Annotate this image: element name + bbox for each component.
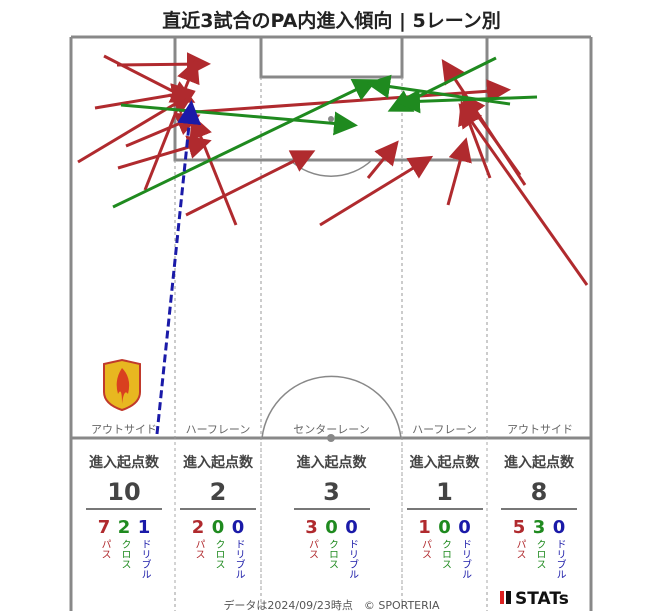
dribble-arrows <box>155 100 202 435</box>
lane-label-left-halfspace: ハーフレーン <box>185 423 251 436</box>
cross-count: 3 <box>532 517 546 538</box>
team-crest-icon <box>103 358 141 412</box>
cross-label: クロス <box>439 539 451 569</box>
stats-column-center: 進入起点数 3 3 パス 0 クロス 0 ドリブル <box>263 452 400 579</box>
dribble-count: 0 <box>552 517 566 538</box>
stats-logo-icon: STATs <box>500 589 569 609</box>
stats-column-right-halfspace: 進入起点数 1 1 パス 0 クロス 0 ドリブル <box>404 452 485 579</box>
stats-total: 1 <box>436 478 453 506</box>
stats-column-left-outside: 進入起点数 10 7 パス 2 クロス 1 ドリブル <box>76 452 172 579</box>
dribble-label: ドリブル <box>346 539 358 579</box>
pass-label: パス <box>419 539 431 559</box>
stats-header: 進入起点数 <box>409 455 480 471</box>
stats-header: 進入起点数 <box>89 455 159 471</box>
dribble-count: 0 <box>231 517 245 538</box>
pass-arrows <box>77 52 589 286</box>
pass-label: パス <box>193 539 204 559</box>
dribble-label: ドリブル <box>233 539 244 579</box>
dribble-label: ドリブル <box>554 539 565 579</box>
pass-label: パス <box>99 539 110 559</box>
stats-header: 進入起点数 <box>504 455 574 471</box>
cross-label: クロス <box>326 539 338 569</box>
dribble-count: 0 <box>458 517 471 538</box>
cross-label: クロス <box>534 539 545 569</box>
cross-label: クロス <box>213 539 224 569</box>
dribble-count: 1 <box>137 517 151 538</box>
page-title: 直近3試合のPA内進入傾向 | 5レーン別 <box>162 10 501 32</box>
stats-column-left-halfspace: 進入起点数 2 2 パス 0 クロス 0 ドリブル <box>177 452 259 579</box>
stats-column-right-outside: 進入起点数 8 5 パス 3 クロス 0 ドリブル <box>491 452 587 579</box>
cross-count: 0 <box>438 517 451 538</box>
footer-credit: データは2024/09/23時点 © SPORTERIA <box>223 599 440 612</box>
cross-arrows <box>112 56 538 209</box>
lane-label-right-outside: アウトサイド <box>507 423 573 436</box>
pass-count: 1 <box>418 517 431 538</box>
stats-total: 3 <box>323 478 340 506</box>
lane-label-left-outside: アウトサイド <box>91 423 157 436</box>
stats-header: 進入起点数 <box>183 455 253 471</box>
brand-label: STATs <box>515 589 569 609</box>
pass-label: パス <box>514 539 525 559</box>
cross-count: 2 <box>117 517 131 538</box>
pass-count: 2 <box>191 517 205 538</box>
dribble-count: 0 <box>345 517 358 538</box>
stats-total: 8 <box>530 478 548 506</box>
pass-count: 5 <box>512 517 526 538</box>
dribble-label: ドリブル <box>459 539 471 579</box>
cross-count: 0 <box>325 517 338 538</box>
dribble-label: ドリブル <box>139 539 150 579</box>
lane-label-center: センターレーン <box>293 423 370 436</box>
pass-count: 3 <box>305 517 318 538</box>
pass-label: パス <box>306 539 318 559</box>
stats-total: 10 <box>107 478 141 506</box>
cross-count: 0 <box>211 517 225 538</box>
stats-dividers <box>174 442 488 592</box>
pass-count: 7 <box>97 517 111 538</box>
cross-label: クロス <box>119 539 130 569</box>
lane-label-right-halfspace: ハーフレーン <box>412 423 477 436</box>
stats-header: 進入起点数 <box>296 455 367 471</box>
stats-total: 2 <box>209 478 227 506</box>
